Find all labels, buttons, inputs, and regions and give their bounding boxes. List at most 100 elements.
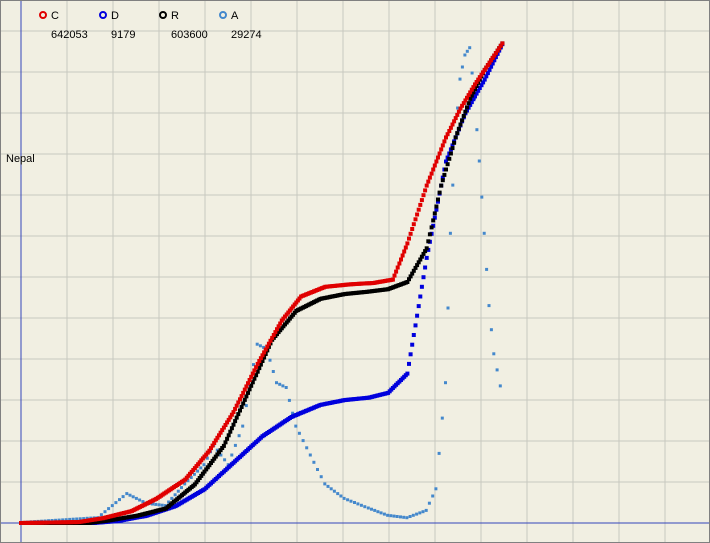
data-point-a — [495, 368, 499, 372]
data-point-r — [233, 419, 238, 424]
data-point-r — [448, 151, 453, 156]
data-point-r — [212, 456, 217, 461]
data-point-a — [392, 514, 396, 518]
data-point-a — [418, 511, 422, 515]
data-point-a — [294, 424, 298, 428]
data-point-c — [390, 277, 395, 282]
data-point-a — [61, 518, 65, 522]
data-point-a — [492, 352, 496, 356]
data-point-c — [487, 60, 492, 65]
data-point-d — [477, 86, 482, 90]
data-point-d — [489, 64, 494, 69]
data-point-r — [252, 376, 257, 381]
data-point-c — [281, 316, 286, 321]
data-point-c — [455, 112, 460, 117]
data-point-c — [254, 365, 259, 370]
data-point-a — [376, 510, 380, 514]
data-point-r — [424, 246, 429, 251]
data-point-c — [217, 433, 221, 438]
data-point-a — [128, 493, 132, 497]
data-point-a — [437, 451, 441, 455]
data-point-r — [258, 362, 263, 367]
data-point-c — [209, 446, 213, 451]
data-point-c — [426, 179, 431, 184]
data-point-a — [444, 381, 447, 385]
data-point-c — [423, 188, 428, 193]
data-point-d — [415, 313, 420, 318]
data-point-c — [460, 103, 465, 108]
data-point-c — [468, 90, 473, 95]
data-point-c — [490, 55, 495, 60]
data-point-c — [242, 387, 247, 392]
data-point-a — [312, 460, 316, 464]
series-a — [19, 46, 502, 524]
data-point-c — [229, 412, 234, 417]
data-point-c — [432, 163, 437, 168]
data-point-a — [110, 504, 114, 508]
data-point-c — [223, 423, 228, 427]
data-point-r — [460, 118, 465, 123]
data-point-r — [418, 257, 423, 262]
data-point-a — [99, 513, 103, 517]
data-point-c — [444, 135, 448, 140]
data-point-d — [444, 159, 448, 164]
data-point-r — [405, 280, 410, 284]
data-point-r — [220, 446, 225, 450]
data-point-r — [456, 126, 461, 131]
data-point-c — [453, 116, 458, 121]
data-point-a — [85, 516, 89, 520]
data-point-c — [493, 51, 498, 56]
data-point-c — [437, 151, 442, 156]
data-point-c — [466, 93, 471, 98]
data-point-r — [421, 251, 426, 256]
data-point-d — [471, 97, 476, 102]
data-point-a — [186, 479, 190, 483]
data-point-c — [246, 381, 250, 386]
data-point-c — [241, 390, 246, 395]
data-point-r — [239, 405, 244, 409]
data-point-r — [238, 408, 242, 413]
data-point-c — [461, 101, 466, 106]
data-point-c — [255, 361, 260, 366]
data-point-a — [421, 510, 425, 514]
data-point-r — [416, 260, 421, 265]
data-point-c — [215, 435, 220, 440]
legend-value-a: 29274 — [231, 29, 262, 41]
data-point-r — [440, 178, 445, 183]
data-point-a — [405, 516, 409, 520]
data-point-r — [254, 373, 259, 378]
data-point-r — [437, 190, 442, 195]
data-point-a — [215, 448, 219, 452]
data-point-a — [199, 466, 203, 470]
data-point-c — [456, 109, 461, 114]
data-point-c — [399, 257, 403, 262]
data-point-c — [485, 63, 490, 68]
data-point-c — [270, 335, 275, 340]
data-point-c — [257, 359, 262, 363]
legend-value-c: 642053 — [51, 29, 88, 41]
data-point-a — [353, 501, 356, 504]
data-point-r — [197, 476, 202, 480]
data-point-r — [229, 426, 234, 431]
data-point-a — [373, 508, 377, 512]
data-point-a — [114, 501, 118, 505]
data-point-r — [231, 422, 236, 427]
data-point-d — [434, 207, 439, 212]
data-point-a — [107, 507, 111, 511]
data-point-a — [332, 489, 336, 493]
data-point-r — [223, 440, 228, 445]
data-point-a — [382, 512, 386, 516]
data-point-c — [416, 207, 421, 212]
data-point-r — [452, 140, 457, 145]
data-point-d — [474, 91, 479, 96]
country-label: Nepal — [6, 153, 35, 165]
data-point-c — [500, 41, 505, 46]
data-point-a — [316, 468, 319, 471]
data-point-a — [489, 328, 493, 332]
data-point-r — [207, 463, 212, 468]
data-point-c — [276, 324, 281, 329]
data-point-a — [183, 482, 187, 486]
data-point-c — [489, 58, 494, 63]
data-point-c — [273, 330, 278, 335]
